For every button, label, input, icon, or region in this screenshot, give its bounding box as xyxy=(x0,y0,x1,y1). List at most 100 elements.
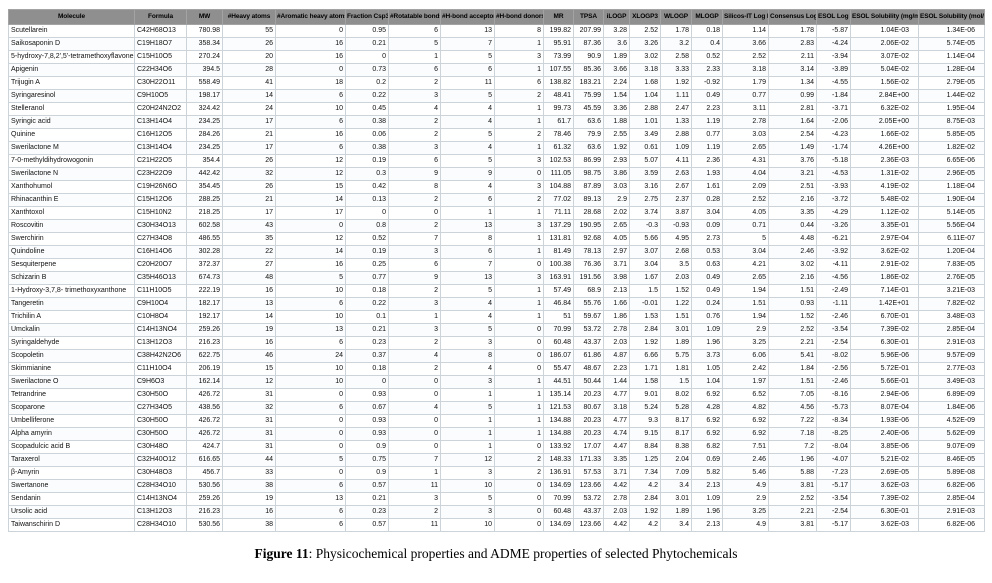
value-cell: -2.46 xyxy=(816,310,851,324)
value-cell: C20H20O7 xyxy=(134,258,187,272)
value-cell: 55 xyxy=(222,24,276,38)
value-cell: 3 xyxy=(440,336,495,350)
value-cell: 12 xyxy=(275,154,346,168)
value-cell: 1 xyxy=(494,401,544,415)
table-row: Swerilactone N C23H22O9 442.42 32 12 0.3 9 9 0 11… xyxy=(8,167,985,181)
value-cell: 2.65 xyxy=(722,141,769,155)
value-cell: 7 xyxy=(440,37,495,51)
value-cell: 0.76 xyxy=(691,310,723,324)
value-cell: 81.49 xyxy=(543,245,574,259)
value-cell: 4.04 xyxy=(722,167,769,181)
value-cell: 7.39E-02 xyxy=(850,492,919,506)
value-cell: 6.92 xyxy=(691,427,723,441)
value-cell: 259.26 xyxy=(186,323,223,337)
value-cell: 87.36 xyxy=(573,37,604,51)
value-cell: 9 xyxy=(388,271,441,285)
value-cell: 6.52 xyxy=(722,388,769,402)
value-cell: 1.05 xyxy=(691,362,723,376)
molecule-cell: Umckalin xyxy=(8,323,135,337)
value-cell: 15 xyxy=(275,180,346,194)
value-cell: 2.9 xyxy=(603,193,630,207)
value-cell: C28H34O10 xyxy=(134,479,187,493)
value-cell: 63.6 xyxy=(573,115,604,129)
column-header: ESOL Solubility (mol/l) xyxy=(918,9,985,25)
value-cell: 2.23 xyxy=(691,102,723,116)
value-cell: 12 xyxy=(275,167,346,181)
value-cell: 6.92 xyxy=(691,388,723,402)
value-cell: -3.71 xyxy=(816,102,851,116)
value-cell: 0.21 xyxy=(345,492,389,506)
value-cell: -0.01 xyxy=(629,297,661,311)
value-cell: 2.93 xyxy=(603,154,630,168)
value-cell: 0.49 xyxy=(691,89,723,103)
value-cell: C10H8O4 xyxy=(134,310,187,324)
value-cell: 4.9 xyxy=(722,518,769,532)
value-cell: 46.84 xyxy=(543,297,574,311)
value-cell: 33 xyxy=(222,466,276,480)
value-cell: 2 xyxy=(388,128,441,142)
value-cell: C35H46O13 xyxy=(134,271,187,285)
value-cell: 3.21 xyxy=(768,167,817,181)
value-cell: 5.14E-05 xyxy=(918,206,985,220)
value-cell: 70.99 xyxy=(543,323,574,337)
value-cell: 1.12E-02 xyxy=(850,206,919,220)
value-cell: 48 xyxy=(222,271,276,285)
value-cell: 3.26 xyxy=(629,37,661,51)
value-cell: 0 xyxy=(388,206,441,220)
value-cell: 2.24 xyxy=(603,76,630,90)
value-cell: 0.93 xyxy=(345,388,389,402)
value-cell: 4.42 xyxy=(603,479,630,493)
molecule-cell: Sendanin xyxy=(8,492,135,506)
value-cell: 442.42 xyxy=(186,167,223,181)
value-cell: 1.34E-06 xyxy=(918,24,985,38)
value-cell: 0.53 xyxy=(691,245,723,259)
value-cell: 6 xyxy=(275,479,346,493)
value-cell: 218.25 xyxy=(186,206,223,220)
value-cell: 5.72E-01 xyxy=(850,362,919,376)
value-cell: 3 xyxy=(388,89,441,103)
value-cell: 10 xyxy=(275,375,346,389)
value-cell: 259.26 xyxy=(186,492,223,506)
value-cell: 4.28 xyxy=(691,401,723,415)
value-cell: 424.7 xyxy=(186,440,223,454)
value-cell: 6 xyxy=(275,505,346,519)
value-cell: C9H10O5 xyxy=(134,89,187,103)
value-cell: 216.23 xyxy=(186,336,223,350)
value-cell: 1 xyxy=(440,388,495,402)
value-cell: 1.22 xyxy=(660,297,692,311)
value-cell: 3.35E-01 xyxy=(850,219,919,233)
value-cell: 0.37 xyxy=(345,349,389,363)
value-cell: C15H12O6 xyxy=(134,193,187,207)
value-cell: 31 xyxy=(222,414,276,428)
value-cell: 8 xyxy=(440,349,495,363)
value-cell: 4.52E-09 xyxy=(918,414,985,428)
value-cell: 0 xyxy=(494,505,544,519)
molecule-cell: Swerilactone N xyxy=(8,167,135,181)
value-cell: 8 xyxy=(440,232,495,246)
column-header: XLOGP3 xyxy=(629,9,661,25)
value-cell: 137.29 xyxy=(543,219,574,233)
column-header: MW xyxy=(186,9,223,25)
value-cell: 134.69 xyxy=(543,479,574,493)
molecule-cell: Rhinacanthin E xyxy=(8,193,135,207)
value-cell: 0 xyxy=(275,219,346,233)
value-cell: 1 xyxy=(494,245,544,259)
value-cell: -2.06 xyxy=(816,115,851,129)
value-cell: 16 xyxy=(275,50,346,64)
value-cell: 32 xyxy=(222,401,276,415)
value-cell: 0.18 xyxy=(691,24,723,38)
value-cell: 73.99 xyxy=(543,50,574,64)
value-cell: 7 xyxy=(388,453,441,467)
value-cell: 123.66 xyxy=(573,479,604,493)
value-cell: 1 xyxy=(440,440,495,454)
value-cell: -0.93 xyxy=(660,219,692,233)
value-cell: 6 xyxy=(440,193,495,207)
value-cell: 7.05 xyxy=(768,388,817,402)
value-cell: 2.52 xyxy=(768,492,817,506)
value-cell: 38 xyxy=(222,479,276,493)
value-cell: 1.09 xyxy=(660,141,692,155)
value-cell: 354.45 xyxy=(186,180,223,194)
value-cell: 426.72 xyxy=(186,427,223,441)
value-cell: 1.58 xyxy=(629,375,661,389)
value-cell: 2 xyxy=(388,219,441,233)
